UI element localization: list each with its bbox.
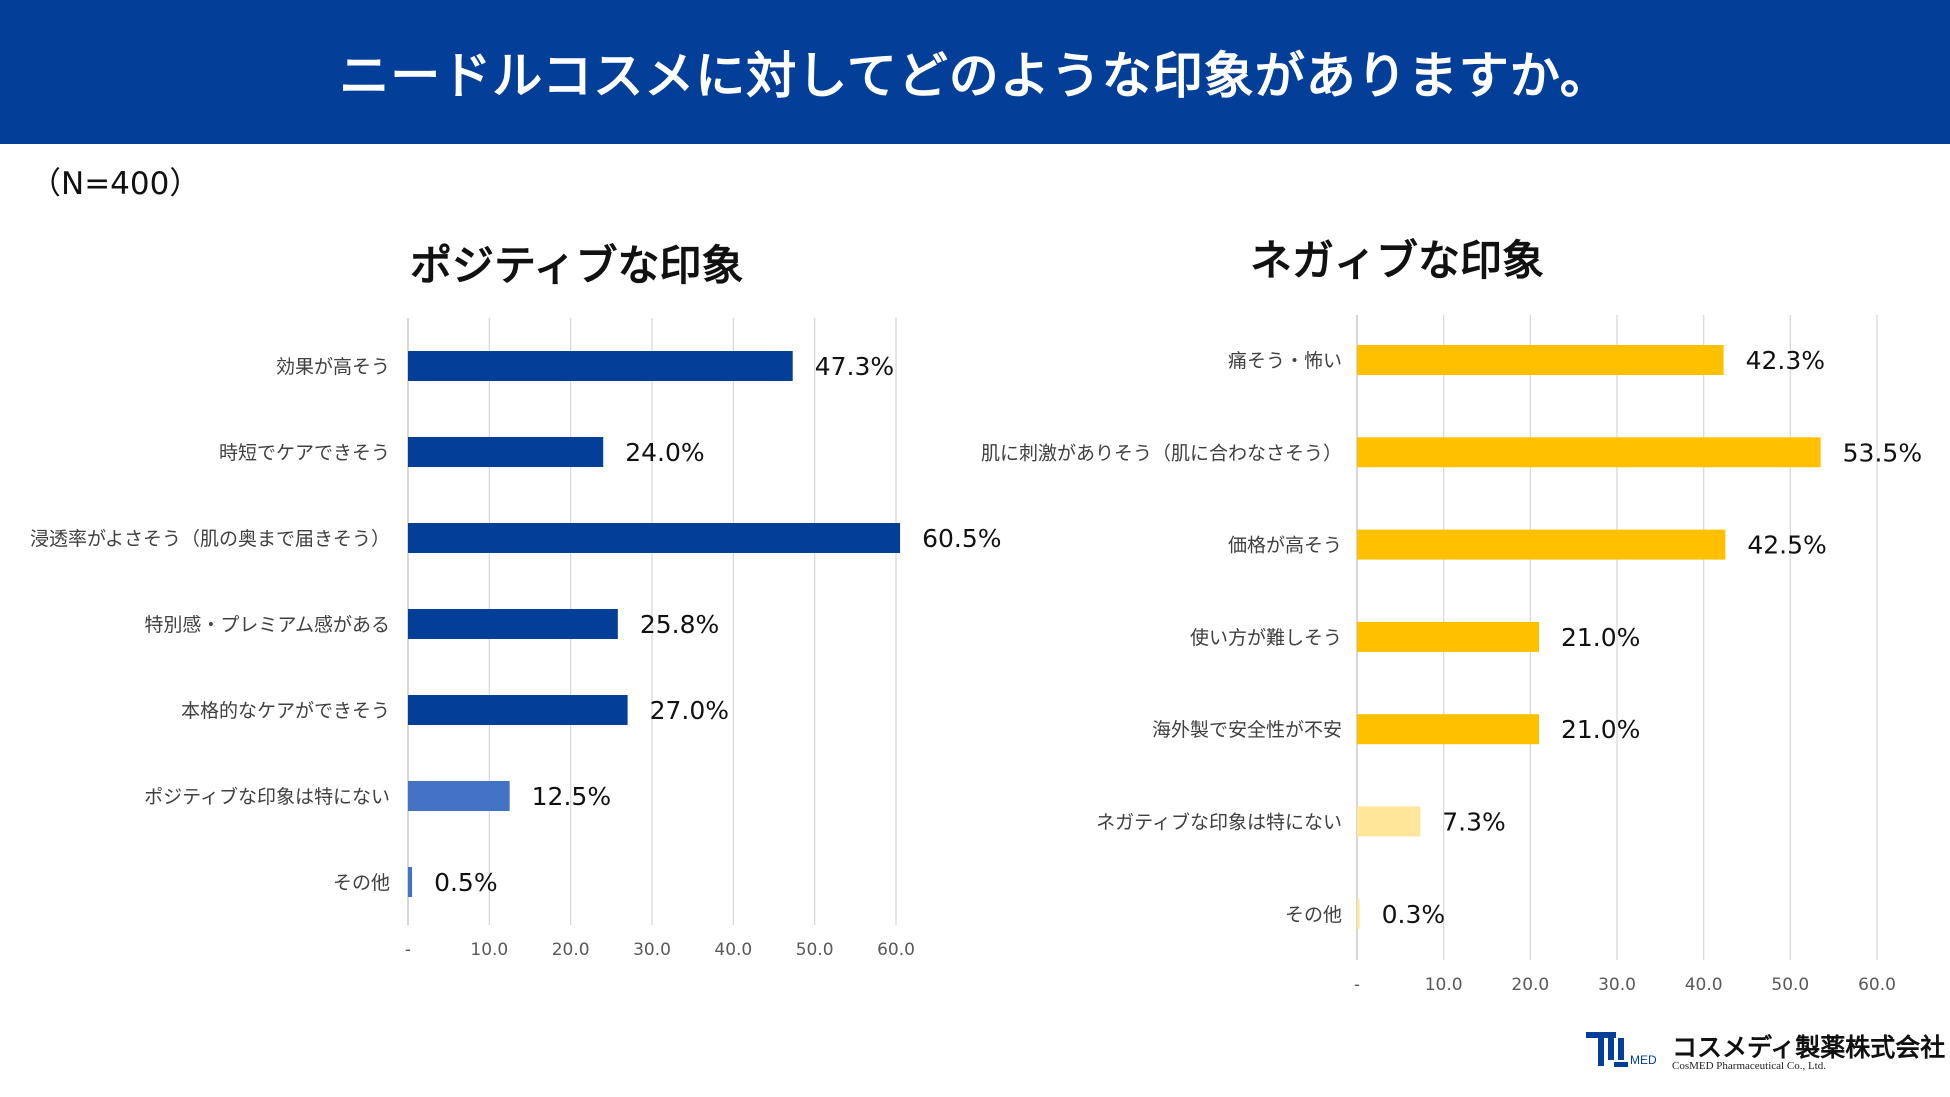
pos-x-tick-label: 60.0 xyxy=(877,940,915,960)
pos-category-label: その他 xyxy=(333,872,390,894)
neg-category-label: 価格が高そう xyxy=(1228,535,1342,557)
pos-bar xyxy=(408,781,510,811)
pos-category-label: ポジティブな印象は特にない xyxy=(144,785,390,808)
pos-x-tick-label: 10.0 xyxy=(470,940,508,960)
neg-bar xyxy=(1357,898,1360,929)
neg-category-label: ネガティブな印象は特にない xyxy=(1096,811,1342,834)
pos-value-label: 60.5% xyxy=(922,524,1001,553)
neg-bar xyxy=(1357,806,1421,837)
neg-category-label: 海外製で安全性が不安 xyxy=(1152,719,1342,741)
cosmed-logo-icon: MED xyxy=(1586,1032,1657,1067)
neg-value-label: 21.0% xyxy=(1561,623,1640,652)
neg-value-label: 53.5% xyxy=(1843,438,1922,467)
page-title: ニードルコスメに対してどのような印象がありますか。 xyxy=(339,47,1611,105)
neg-value-label: 0.3% xyxy=(1382,900,1446,929)
neg-x-tick-label: - xyxy=(1354,975,1360,995)
neg-category-label: 痛そう・怖い xyxy=(1228,350,1342,372)
neg-category-label: その他 xyxy=(1285,904,1342,926)
neg-x-tick-label: 60.0 xyxy=(1858,975,1896,995)
neg-bar xyxy=(1357,345,1724,375)
pos-category-label: 効果が高そう xyxy=(276,356,390,378)
pos-value-label: 47.3% xyxy=(815,352,894,381)
neg-bar xyxy=(1357,714,1539,745)
neg-bar xyxy=(1357,621,1539,652)
neg-value-label: 42.5% xyxy=(1747,531,1826,560)
pos-value-label: 0.5% xyxy=(434,868,498,897)
pos-bar xyxy=(408,867,413,897)
pos-value-label: 25.8% xyxy=(640,610,719,639)
positive-chart-title: ポジティブな印象 xyxy=(410,241,744,290)
neg-value-label: 42.3% xyxy=(1746,346,1825,375)
company-name-en: CosMED Pharmaceutical Co., Ltd. xyxy=(1672,1060,1826,1072)
neg-bar xyxy=(1357,529,1726,560)
pos-x-tick-label: - xyxy=(405,940,411,960)
pos-value-label: 12.5% xyxy=(532,782,611,811)
pos-value-label: 27.0% xyxy=(650,696,729,725)
pos-bar xyxy=(408,437,604,467)
negative-chart-title: ネガィブな印象 xyxy=(1250,236,1545,285)
pos-bar xyxy=(408,523,901,553)
sample-size-label: （N=400） xyxy=(30,166,201,202)
pos-value-label: 24.0% xyxy=(625,438,704,467)
pos-category-label: 本格的なケアができそう xyxy=(181,700,390,722)
pos-bar xyxy=(408,695,628,725)
neg-x-tick-label: 40.0 xyxy=(1685,975,1723,995)
pos-category-label: 時短でケアできそう xyxy=(219,442,390,464)
neg-category-label: 使い方が難しそう xyxy=(1190,627,1342,649)
pos-x-tick-label: 50.0 xyxy=(796,940,834,960)
neg-value-label: 7.3% xyxy=(1442,808,1506,837)
pos-category-label: 特別感・プレミアム感がある xyxy=(144,614,390,636)
neg-value-label: 21.0% xyxy=(1561,715,1640,744)
company-logo: MED コスメディ製薬株式会社 CosMED Pharmaceutical Co… xyxy=(1586,1026,1945,1076)
pos-x-tick-label: 30.0 xyxy=(633,940,671,960)
neg-category-label: 肌に刺激がありそう（肌に合わなさそう） xyxy=(981,442,1342,464)
neg-x-tick-label: 30.0 xyxy=(1598,975,1636,995)
header-banner: ニードルコスメに対してどのような印象がありますか。 xyxy=(0,0,1950,144)
pos-bar xyxy=(408,351,793,381)
pos-category-label: 浸透率がよさそう（肌の奥まで届きそう） xyxy=(30,528,390,550)
company-name: コスメディ製薬株式会社 xyxy=(1672,1033,1946,1062)
pos-bar xyxy=(408,609,618,639)
pos-x-tick-label: 40.0 xyxy=(714,940,752,960)
neg-x-tick-label: 50.0 xyxy=(1771,975,1809,995)
neg-x-tick-label: 10.0 xyxy=(1425,975,1463,995)
logo-text: MED xyxy=(1630,1053,1657,1067)
neg-x-tick-label: 20.0 xyxy=(1511,975,1549,995)
pos-x-tick-label: 20.0 xyxy=(552,940,590,960)
neg-bar xyxy=(1357,437,1821,468)
